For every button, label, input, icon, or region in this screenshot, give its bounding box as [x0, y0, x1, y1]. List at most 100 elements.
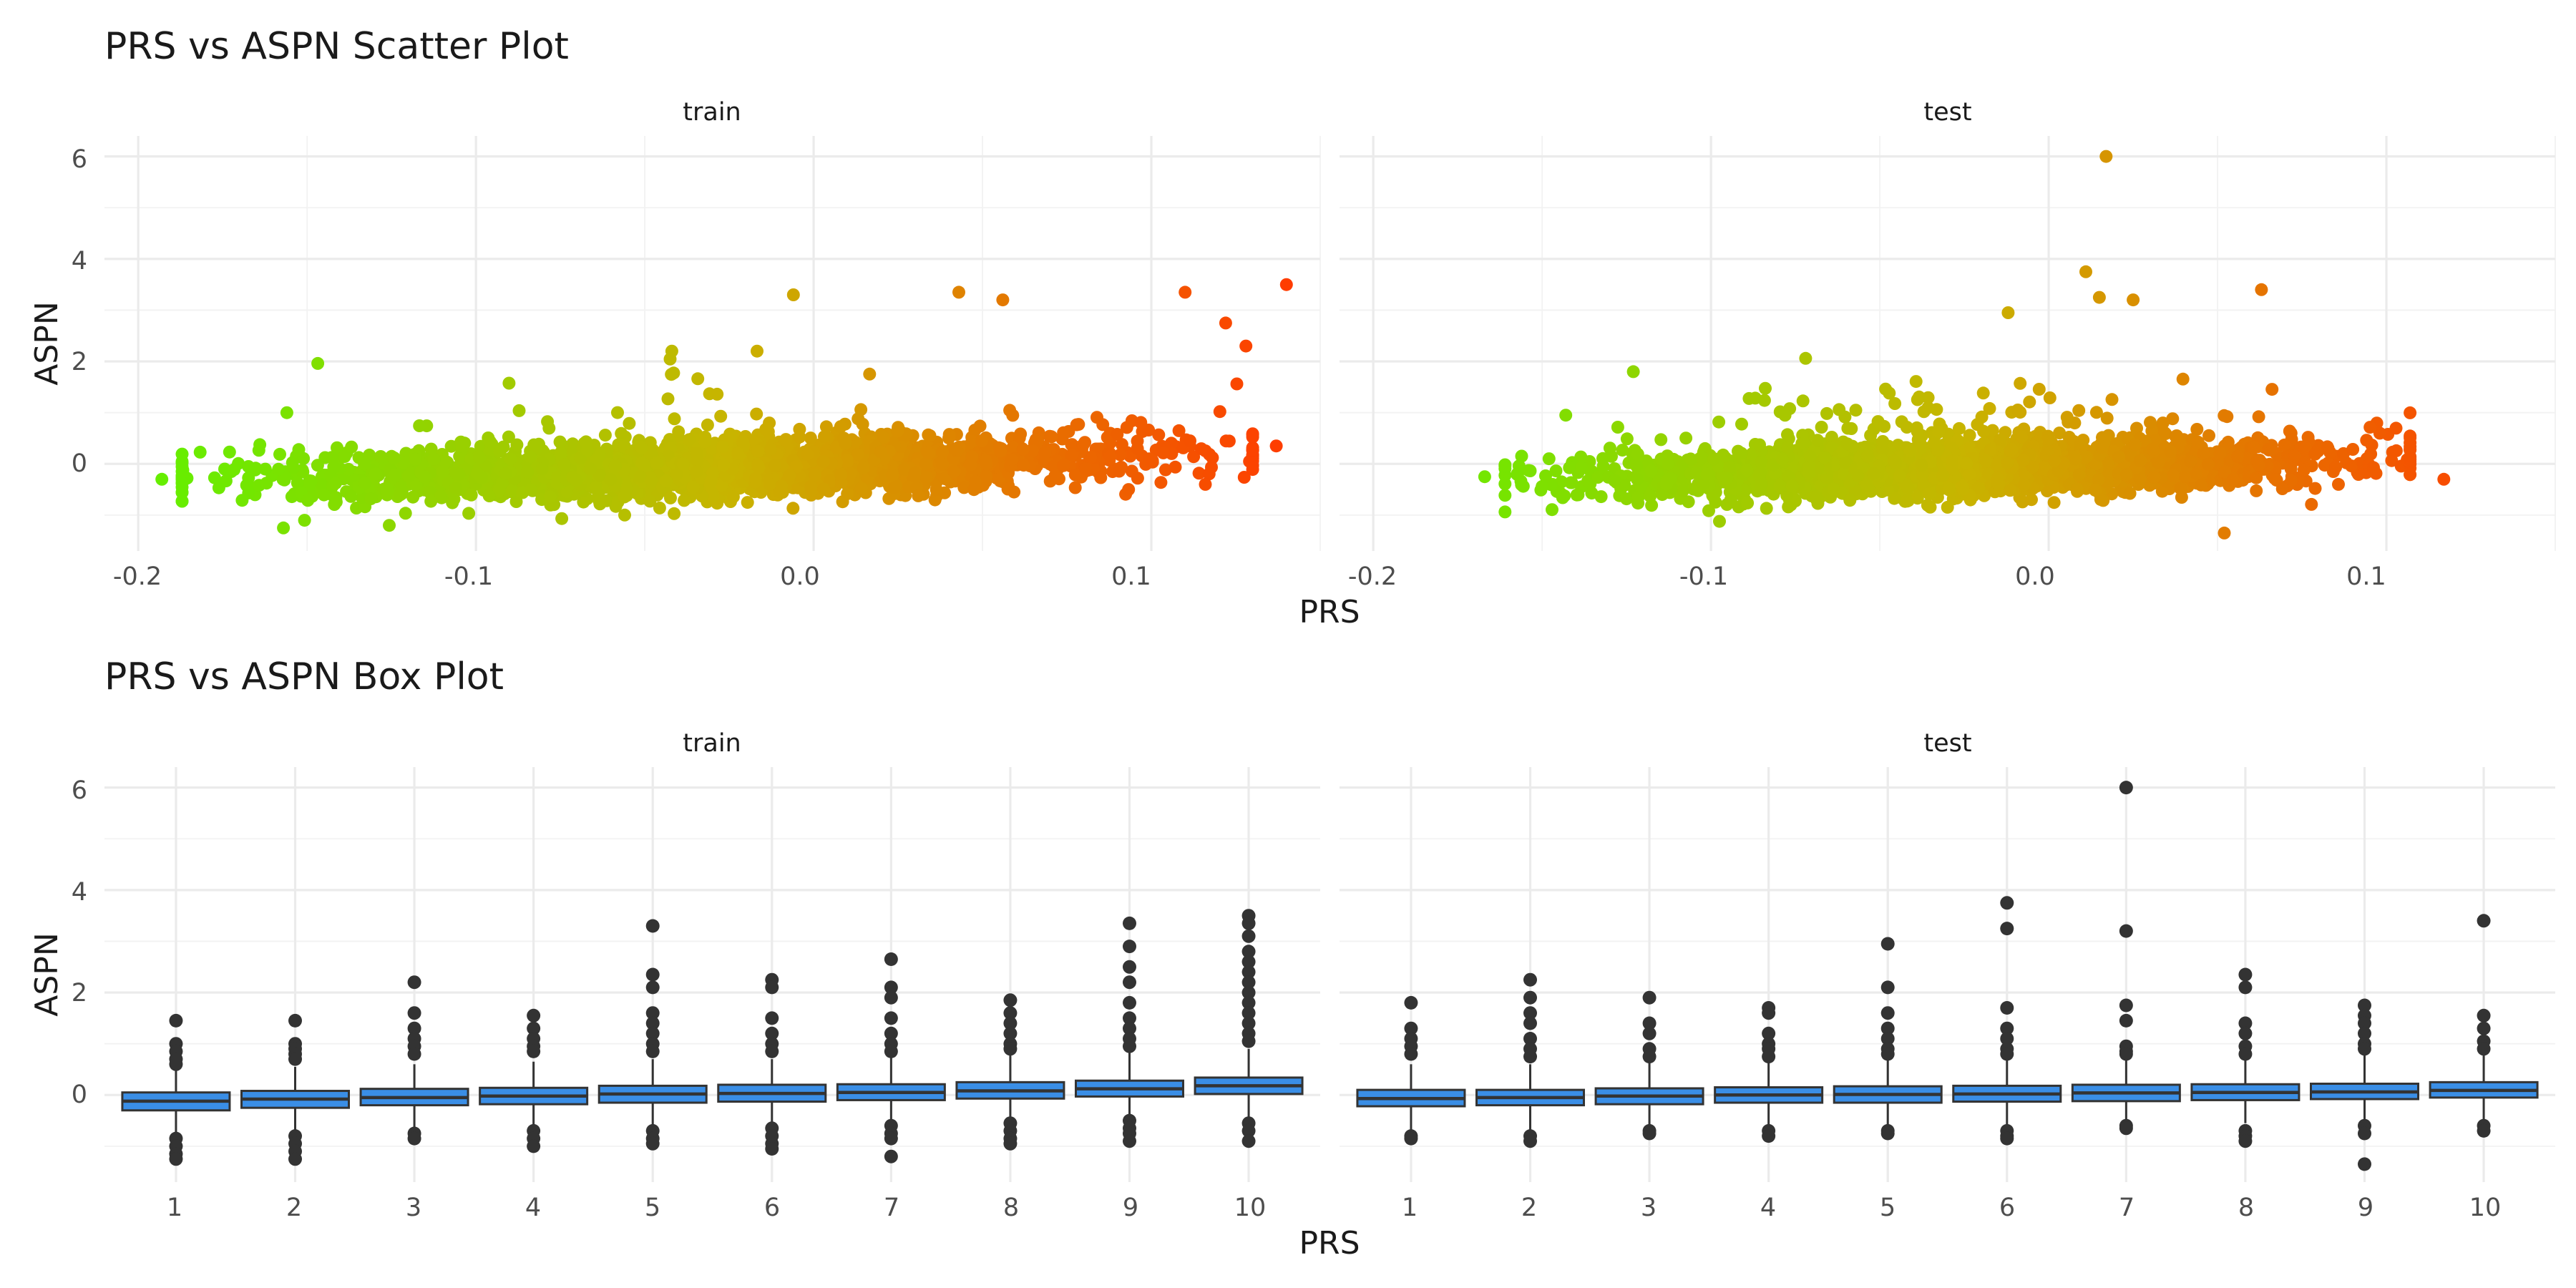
- scatter-point: [856, 417, 869, 431]
- scatter-point: [1620, 432, 1634, 446]
- scatter-point: [668, 507, 681, 520]
- scatter-point: [1169, 460, 1182, 474]
- scatter-point: [389, 468, 402, 482]
- scatter-point: [717, 458, 731, 472]
- scatter-point: [704, 474, 718, 488]
- scatter-point: [358, 477, 371, 490]
- scatter-point: [726, 490, 740, 504]
- scatter-panel-test: test -0.2 -0.1 0.0 0.1: [1340, 98, 2556, 591]
- scatter-point: [2231, 449, 2245, 463]
- scatter-point: [524, 450, 537, 464]
- scatter-point: [329, 477, 342, 490]
- scatter-point: [1016, 443, 1030, 457]
- scatter-point: [280, 406, 293, 419]
- scatter-point: [590, 480, 602, 494]
- scatter-point: [768, 459, 781, 472]
- scatter-point: [2329, 460, 2343, 474]
- scatter-point: [1094, 471, 1108, 484]
- y-tick-label: 0: [72, 449, 87, 478]
- scatter-point: [643, 494, 657, 508]
- scatter-point: [786, 288, 800, 301]
- scatter-point: [1953, 421, 1966, 435]
- scatter-point: [2360, 434, 2373, 447]
- scatter-point: [1921, 401, 1935, 414]
- scatter-point: [521, 465, 534, 479]
- scatter-point: [1796, 394, 1810, 408]
- scatter-point: [672, 425, 686, 439]
- scatter-point: [272, 462, 286, 476]
- scatter-point: [1941, 500, 1954, 514]
- scatter-point: [919, 470, 933, 484]
- scatter-point: [841, 487, 854, 500]
- x-tick-label: -0.2: [113, 562, 162, 591]
- scatter-point: [458, 436, 472, 450]
- scatter-point: [1654, 433, 1668, 447]
- scatter-point: [482, 489, 496, 502]
- scatter-point: [908, 466, 922, 479]
- scatter-point: [1611, 421, 1624, 434]
- scatter-point: [1799, 351, 1813, 365]
- scatter-point: [1048, 469, 1062, 483]
- scatter-point: [1199, 477, 1212, 491]
- scatter-point: [1594, 490, 1608, 504]
- scatter-point: [1759, 381, 1772, 395]
- scatter-point: [258, 462, 272, 476]
- scatter-point: [1179, 286, 1192, 299]
- scatter-point: [304, 474, 318, 488]
- scatter-point: [1230, 377, 1244, 391]
- scatter-point: [1596, 452, 1609, 465]
- scatter-point: [2367, 461, 2380, 474]
- scatter-point: [406, 490, 420, 504]
- scatter-point: [1096, 418, 1110, 431]
- scatter-point: [553, 435, 567, 449]
- scatter-point: [635, 441, 648, 454]
- scatter-point: [683, 433, 696, 447]
- scatter-point: [1549, 464, 1563, 478]
- scatter-point: [891, 424, 904, 438]
- scatter-point: [1045, 430, 1058, 444]
- scatter-point: [952, 286, 965, 299]
- x-tick-label: 0.0: [780, 562, 820, 591]
- scatter-point: [665, 344, 678, 358]
- scatter-point: [834, 468, 848, 482]
- scatter-point: [653, 501, 666, 514]
- scatter-point: [301, 494, 315, 507]
- scatter-point: [1120, 421, 1133, 434]
- scatter-point: [1921, 499, 1934, 512]
- scatter-point: [2404, 406, 2417, 419]
- scatter-point: [611, 406, 624, 419]
- scatter-point: [2363, 421, 2377, 434]
- scatter-point: [716, 440, 729, 454]
- scatter-point: [967, 483, 981, 497]
- scatter-point: [2278, 438, 2291, 452]
- scatter-point: [1782, 500, 1795, 514]
- scatter-point: [877, 431, 890, 444]
- scatter-point: [235, 494, 249, 507]
- scatter-point: [2060, 411, 2074, 424]
- scatter-point: [581, 444, 594, 457]
- scatter-point: [175, 485, 189, 499]
- scatter-point: [980, 469, 993, 483]
- scatter-point: [1498, 489, 1512, 502]
- scatter-point: [834, 420, 847, 434]
- scatter-panel-train: train -0.2 -0.1 0.0 0.1 0 2 4 6: [72, 98, 1321, 591]
- scatter-point: [464, 488, 478, 502]
- scatter-point: [399, 507, 412, 520]
- scatter-point: [867, 464, 880, 478]
- y-tick-label: 6: [72, 145, 87, 174]
- scatter-point: [886, 469, 899, 482]
- scatter-point: [2043, 391, 2057, 404]
- scatter-point: [331, 441, 343, 454]
- scatter-point: [276, 472, 290, 486]
- scatter-point: [2023, 395, 2036, 409]
- scatter-point: [793, 430, 806, 444]
- scatter-point: [218, 462, 231, 476]
- scatter-point: [1006, 441, 1020, 454]
- scatter-point: [316, 478, 329, 492]
- scatter-point: [801, 447, 814, 461]
- scatter-point: [1079, 462, 1093, 475]
- scatter-point: [1237, 471, 1251, 484]
- scatter-points-train: [155, 278, 1293, 535]
- scatter-point: [252, 444, 265, 457]
- scatter-point: [701, 418, 714, 431]
